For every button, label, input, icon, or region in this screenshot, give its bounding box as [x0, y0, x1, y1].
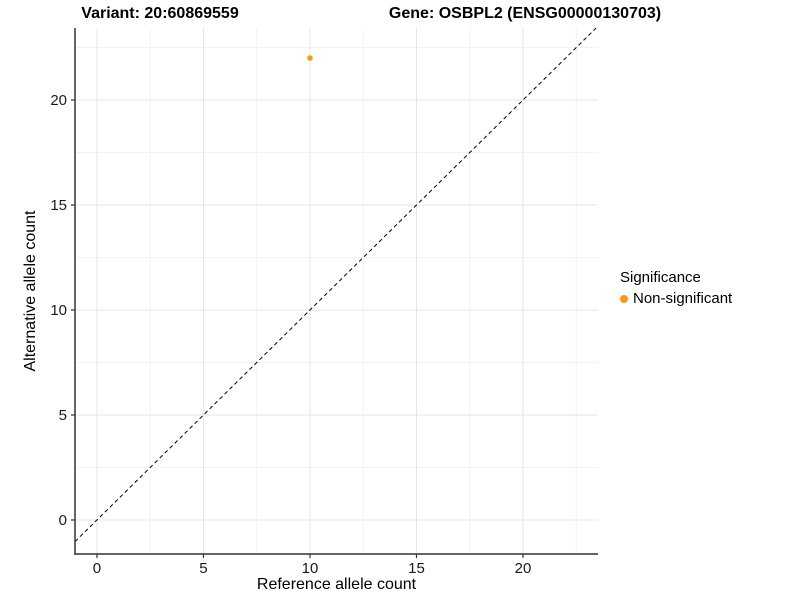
- y-tick-label: 20: [50, 92, 67, 109]
- legend-entry-non-significant: Non-significant: [618, 290, 732, 307]
- gridlines-major: [75, 28, 598, 554]
- axis-lines: [74, 28, 598, 555]
- legend: Significance Non-significant: [618, 269, 732, 307]
- y-tick-label: 0: [59, 512, 67, 529]
- x-tick-label: 10: [302, 560, 319, 577]
- axis-ticks: [71, 99, 524, 558]
- legend-entry-label: Non-significant: [633, 290, 733, 307]
- gridlines-minor: [75, 28, 598, 554]
- x-tick-label: 0: [93, 560, 101, 577]
- x-axis-title: Reference allele count: [256, 576, 417, 593]
- plot-title-variant: Variant: 20:60869559: [81, 5, 239, 22]
- identity-line: [74, 27, 597, 542]
- y-tick-label: 10: [50, 302, 67, 319]
- y-tick-label: 15: [50, 197, 67, 214]
- axis-tick-labels: 0 5 10 15 20 0 5 10 15 20: [50, 92, 531, 577]
- data-point: [307, 55, 313, 61]
- legend-title: Significance: [620, 269, 701, 286]
- circle-marker-icon: [620, 294, 628, 303]
- x-tick-label: 5: [199, 560, 207, 577]
- x-tick-label: 15: [408, 560, 425, 577]
- plot-title-gene: Gene: OSBPL2 (ENSG00000130703): [388, 5, 662, 22]
- data-points: [307, 55, 313, 61]
- y-axis-title: Alternative allele count: [22, 210, 39, 372]
- x-tick-label: 20: [515, 560, 532, 577]
- y-tick-label: 5: [59, 407, 67, 424]
